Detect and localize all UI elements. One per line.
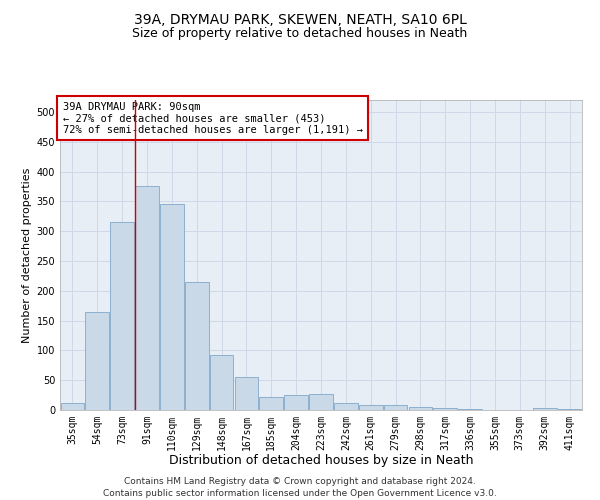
Bar bbox=[85, 312, 109, 410]
Bar bbox=[309, 394, 333, 410]
Bar bbox=[458, 409, 482, 410]
Bar bbox=[160, 204, 184, 410]
Bar bbox=[259, 397, 283, 410]
Bar bbox=[284, 395, 308, 410]
Text: Contains HM Land Registry data © Crown copyright and database right 2024.
Contai: Contains HM Land Registry data © Crown c… bbox=[103, 476, 497, 498]
Text: 39A, DRYMAU PARK, SKEWEN, NEATH, SA10 6PL: 39A, DRYMAU PARK, SKEWEN, NEATH, SA10 6P… bbox=[134, 12, 466, 26]
Bar bbox=[185, 282, 209, 410]
Bar bbox=[235, 377, 258, 410]
Bar bbox=[433, 408, 457, 410]
Text: 39A DRYMAU PARK: 90sqm
← 27% of detached houses are smaller (453)
72% of semi-de: 39A DRYMAU PARK: 90sqm ← 27% of detached… bbox=[62, 102, 362, 134]
X-axis label: Distribution of detached houses by size in Neath: Distribution of detached houses by size … bbox=[169, 454, 473, 468]
Y-axis label: Number of detached properties: Number of detached properties bbox=[22, 168, 32, 342]
Bar bbox=[359, 405, 383, 410]
Bar bbox=[210, 354, 233, 410]
Bar bbox=[334, 403, 358, 410]
Bar bbox=[135, 186, 159, 410]
Bar bbox=[533, 408, 557, 410]
Bar bbox=[384, 405, 407, 410]
Bar bbox=[558, 409, 581, 410]
Bar bbox=[61, 403, 84, 410]
Bar bbox=[409, 407, 432, 410]
Text: Size of property relative to detached houses in Neath: Size of property relative to detached ho… bbox=[133, 28, 467, 40]
Bar bbox=[110, 222, 134, 410]
